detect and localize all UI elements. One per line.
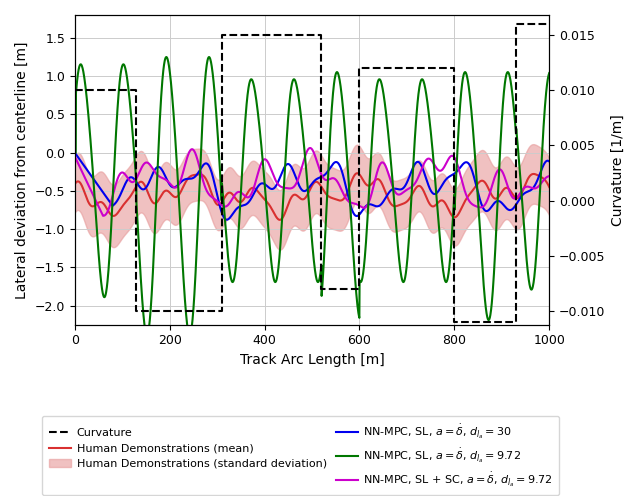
Y-axis label: Curvature [1/m]: Curvature [1/m] [611, 114, 625, 226]
Y-axis label: Lateral deviation from centerline [m]: Lateral deviation from centerline [m] [15, 41, 29, 299]
X-axis label: Track Arc Length [m]: Track Arc Length [m] [239, 353, 385, 367]
Legend: Curvature, Human Demonstrations (mean), Human Demonstrations (standard deviation: Curvature, Human Demonstrations (mean), … [42, 416, 559, 496]
